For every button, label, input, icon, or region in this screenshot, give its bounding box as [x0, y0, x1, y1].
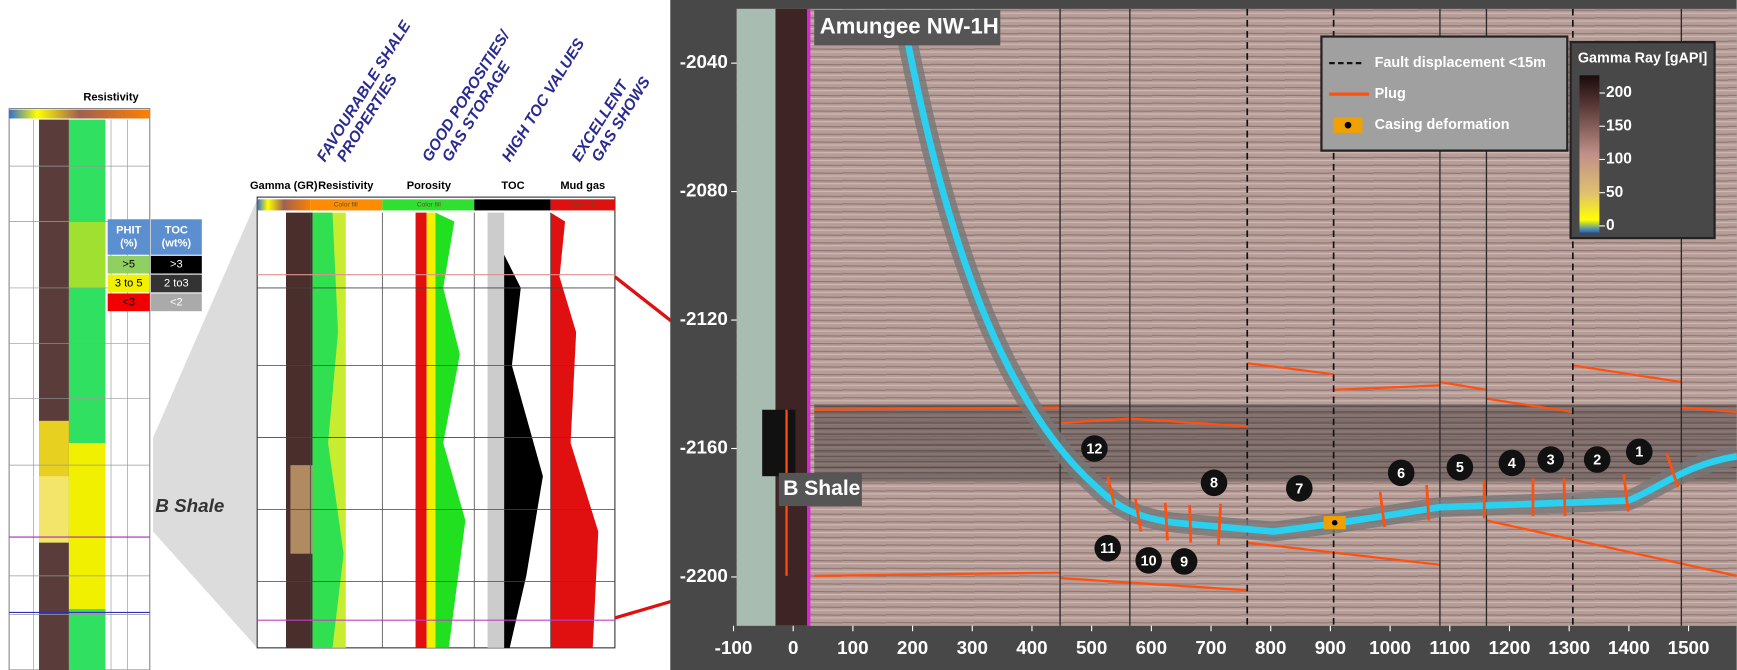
label: -2120 — [680, 308, 728, 329]
label: 1000 — [1369, 637, 1411, 658]
label: PHIT — [116, 224, 141, 236]
label: GOOD POROSITIES/ — [419, 27, 514, 165]
label: 1300 — [1548, 637, 1590, 658]
label: 0 — [788, 637, 798, 658]
zoom-wedge — [153, 199, 258, 648]
label: Mud gas — [560, 180, 605, 192]
label: Resistivity — [318, 180, 374, 192]
label: 1 — [1635, 445, 1643, 461]
label: 900 — [1315, 637, 1346, 658]
label: TOC — [165, 224, 188, 236]
label: FAVOURABLE SHALE — [314, 18, 415, 165]
label: 500 — [1076, 637, 1107, 658]
legend-cell — [150, 293, 202, 312]
label: 700 — [1195, 637, 1226, 658]
stage-marker — [1625, 438, 1653, 466]
label: (wt%) — [162, 238, 192, 250]
label: Color fill — [417, 202, 441, 209]
label: 4 — [1508, 456, 1516, 472]
label: 200 — [1606, 84, 1632, 101]
label: Color fill — [334, 202, 358, 209]
label: >3 — [170, 259, 183, 271]
stage-marker — [1537, 446, 1564, 473]
label: (%) — [120, 238, 138, 250]
label: 10 — [1141, 553, 1157, 569]
label: Color fill — [571, 202, 595, 209]
label: B Shale — [155, 495, 224, 516]
label: 3 to 5 — [115, 277, 143, 289]
label: 50 — [1606, 184, 1623, 201]
label: Gamma (GR) — [250, 180, 318, 192]
label: 7 — [1295, 481, 1303, 497]
label: 12 — [1086, 441, 1102, 457]
label: <3 — [122, 296, 135, 308]
label: 6 — [1397, 466, 1405, 482]
label: 150 — [1606, 117, 1632, 134]
label: TOC — [501, 180, 524, 192]
label: 1400 — [1608, 637, 1650, 658]
legend-cell — [150, 274, 202, 293]
label: 5 — [1456, 460, 1464, 476]
label: 2 to3 — [164, 277, 189, 289]
label: 2 — [1593, 452, 1601, 468]
label: -2080 — [680, 180, 728, 201]
section — [670, 0, 1737, 670]
legend-cell — [150, 255, 202, 274]
label: 100 — [837, 637, 868, 658]
label: Porosity — [407, 180, 452, 192]
legend-cell — [150, 219, 202, 255]
stage-marker — [1286, 475, 1313, 502]
label: 400 — [1016, 637, 1047, 658]
label: Fault displacement <15m — [1375, 55, 1546, 71]
label: 600 — [1136, 637, 1167, 658]
label: -2160 — [680, 436, 728, 457]
label: 1100 — [1429, 637, 1470, 658]
label: Amungee NW-1H — [820, 14, 999, 39]
label: 100 — [1606, 151, 1632, 168]
label: 8 — [1210, 476, 1218, 492]
legend-cell — [107, 293, 150, 312]
label: 0 — [1606, 217, 1615, 234]
label: 300 — [957, 637, 988, 658]
label: Casing deformation — [1375, 117, 1510, 133]
stage-marker — [1170, 548, 1198, 575]
label: 11 — [1100, 541, 1115, 557]
label: Resistivity — [83, 91, 139, 103]
label: 800 — [1255, 637, 1286, 658]
legend-cell — [107, 219, 150, 255]
stage-marker — [1200, 469, 1228, 497]
left-log — [8, 107, 151, 670]
label: >5 — [122, 259, 135, 271]
stage-marker — [1498, 449, 1526, 477]
label: -2040 — [680, 51, 728, 72]
legend-cell — [107, 255, 150, 274]
label: -100 — [715, 637, 753, 658]
stage-marker — [1446, 454, 1474, 481]
label: 200 — [897, 637, 928, 658]
stage-marker — [1583, 446, 1611, 473]
label: B Shale — [783, 477, 860, 500]
stage-marker — [1135, 547, 1162, 574]
label: -2200 — [680, 565, 728, 586]
label: Gamma Ray [gAPI] — [1578, 50, 1707, 66]
stage-marker — [1081, 435, 1108, 462]
label: <2 — [170, 296, 183, 308]
stage-marker — [1094, 534, 1121, 562]
label: 1200 — [1489, 637, 1531, 658]
label: Plug — [1375, 86, 1406, 102]
stage-marker — [1387, 459, 1415, 487]
label: 3 — [1547, 452, 1555, 468]
label: 9 — [1180, 554, 1188, 570]
legend-cell — [107, 274, 150, 293]
middle-log — [256, 196, 616, 649]
label: 1500 — [1668, 637, 1710, 658]
